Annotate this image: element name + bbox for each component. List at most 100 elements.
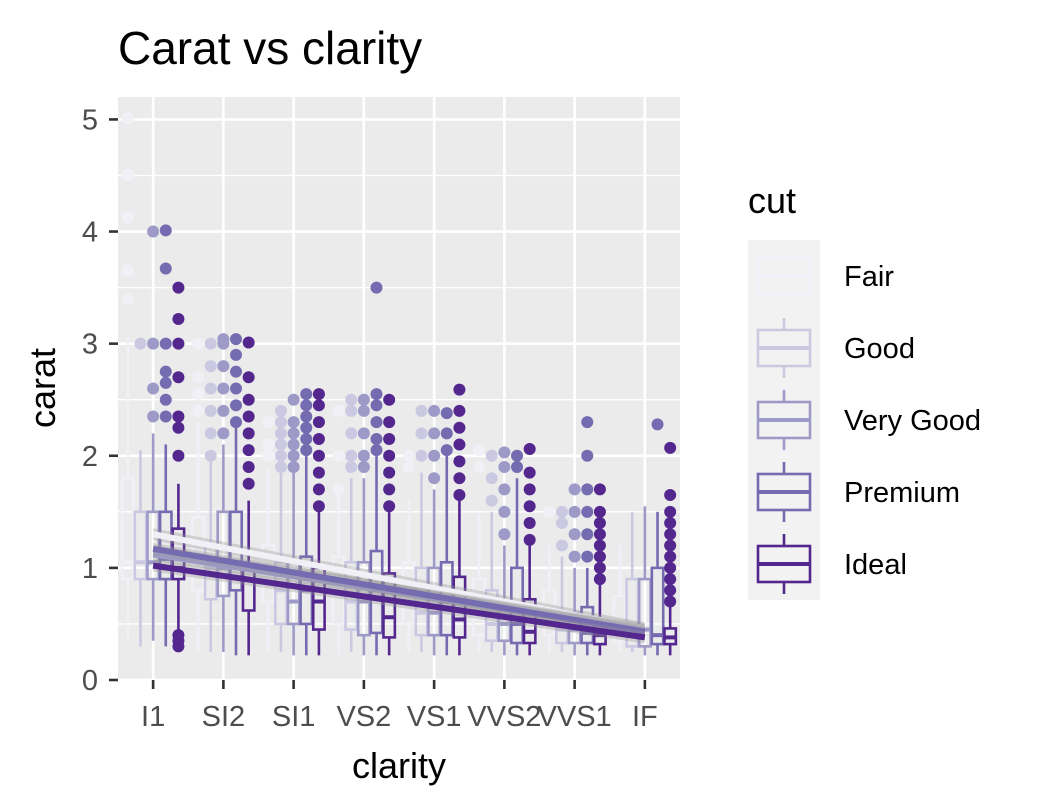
outlier-point <box>453 455 466 468</box>
outlier-point <box>204 382 217 395</box>
outlier-point <box>217 360 230 373</box>
outlier-point <box>568 505 581 518</box>
outlier-point <box>262 449 275 462</box>
outlier-point <box>312 399 325 412</box>
trend-line <box>152 545 646 635</box>
outlier-point <box>312 432 325 445</box>
outlier-point <box>485 449 498 462</box>
outlier-point <box>370 281 383 294</box>
outlier-point <box>147 410 160 423</box>
legend-item-premium: Premium <box>748 456 960 528</box>
y-tick-label: 4 <box>82 217 98 249</box>
outlier-point <box>274 404 287 417</box>
outlier-point <box>383 432 396 445</box>
outlier-point <box>415 427 428 440</box>
outlier-point <box>453 404 466 417</box>
outlier-point <box>159 337 172 350</box>
x-tick-label: VVS2 <box>467 701 541 733</box>
outlier-point <box>440 444 453 457</box>
outlier-point <box>345 460 358 473</box>
outlier-point <box>402 449 415 462</box>
legend-title: cut <box>748 180 796 221</box>
outlier-point <box>428 472 441 485</box>
outlier-point <box>242 477 255 490</box>
outlier-point <box>370 416 383 429</box>
outlier-point <box>568 483 581 496</box>
legend-item-ideal: Ideal <box>748 528 907 600</box>
x-tick-label: SI2 <box>202 701 246 733</box>
outlier-point <box>498 460 511 473</box>
outlier-point <box>568 550 581 563</box>
outlier-point <box>204 404 217 417</box>
outlier-point <box>664 550 677 563</box>
outlier-point <box>485 472 498 485</box>
outlier-point <box>498 528 511 541</box>
outlier-point <box>383 500 396 513</box>
outlier-point <box>581 550 594 563</box>
x-tick-label: VVS1 <box>538 701 612 733</box>
series-good <box>133 337 640 652</box>
outlier-point <box>664 505 677 518</box>
legend-label: Fair <box>844 261 894 293</box>
outlier-point <box>370 388 383 401</box>
outlier-point <box>300 432 313 445</box>
trend-layer <box>152 528 646 644</box>
outlier-point <box>664 517 677 530</box>
outlier-point <box>581 483 594 496</box>
outlier-point <box>204 449 217 462</box>
outlier-point <box>593 561 606 574</box>
outlier-point <box>242 336 255 349</box>
box <box>382 572 397 639</box>
outlier-point <box>593 539 606 552</box>
outlier-point <box>192 404 205 417</box>
outlier-point <box>664 573 677 586</box>
outlier-point <box>523 483 536 496</box>
outlier-point <box>345 404 358 417</box>
outlier-point <box>357 449 370 462</box>
outlier-point <box>121 264 134 277</box>
outlier-point <box>300 421 313 434</box>
outlier-point <box>287 449 300 462</box>
outlier-point <box>172 337 185 350</box>
outlier-point <box>523 500 536 513</box>
outlier-point <box>262 438 275 451</box>
outlier-point <box>440 427 453 440</box>
outlier-point <box>312 449 325 462</box>
outlier-point <box>312 500 325 513</box>
outlier-point <box>568 528 581 541</box>
outlier-point <box>664 539 677 552</box>
outlier-point <box>581 449 594 462</box>
trend-line <box>152 531 646 632</box>
outlier-point <box>242 444 255 457</box>
chart-title: Carat vs clarity <box>118 22 422 74</box>
outlier-point <box>593 573 606 586</box>
outlier-point <box>274 438 287 451</box>
outlier-point <box>383 393 396 406</box>
outlier-point <box>121 169 134 182</box>
y-tick-label: 5 <box>82 104 98 136</box>
outlier-point <box>593 550 606 563</box>
outlier-point <box>523 443 536 456</box>
outlier-point <box>453 438 466 451</box>
y-tick-label: 0 <box>82 665 98 697</box>
outlier-point <box>357 427 370 440</box>
outlier-point <box>428 427 441 440</box>
outlier-point <box>287 393 300 406</box>
outlier-point <box>370 432 383 445</box>
outlier-point <box>242 393 255 406</box>
legend-label: Premium <box>844 477 960 509</box>
x-tick-label: I1 <box>141 701 165 733</box>
outlier-point <box>357 460 370 473</box>
outlier-point <box>593 505 606 518</box>
outlier-point <box>242 371 255 384</box>
outlier-point <box>498 446 511 459</box>
outlier-point <box>312 388 325 401</box>
outlier-point <box>664 441 677 454</box>
outlier-point <box>415 404 428 417</box>
outlier-point <box>651 418 664 431</box>
outlier-point <box>262 416 275 429</box>
outlier-point <box>274 460 287 473</box>
outlier-point <box>230 382 243 395</box>
outlier-point <box>300 388 313 401</box>
